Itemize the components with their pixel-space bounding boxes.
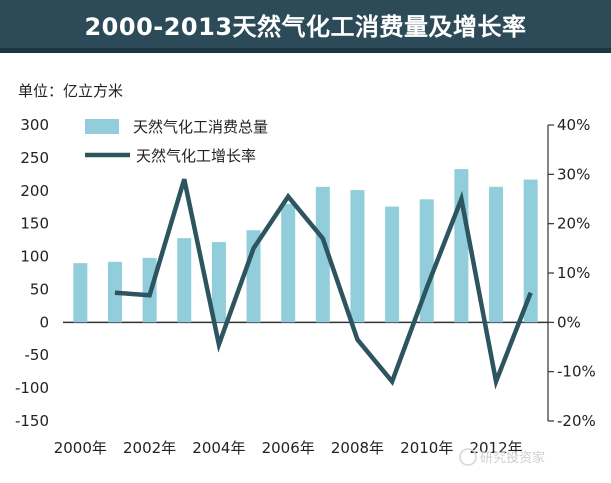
unit-label: 单位：亿立方米 [18, 82, 123, 100]
bar-2008年 [350, 190, 365, 323]
y-right-tick-label: 20% [557, 215, 590, 233]
legend-label-bar: 天然气化工消费总量 [133, 118, 268, 136]
y-right-tick-label: -20% [557, 412, 596, 430]
y-left-tick-label: 300 [20, 116, 49, 134]
x-tick-label: 2006年 [262, 439, 315, 457]
wechat-icon [459, 448, 477, 466]
watermark-text: 研究投资家 [480, 450, 545, 466]
legend-swatch-bar [85, 119, 119, 134]
y-left-tick-label: 100 [20, 248, 49, 266]
bar-2003年 [177, 238, 192, 323]
bar-2013年 [523, 179, 538, 323]
bar-2007年 [315, 186, 330, 323]
chart-title: 2000-2013天然气化工消费量及增长率 [84, 12, 527, 41]
x-tick-label: 2010年 [400, 439, 453, 457]
x-tick-label: 2008年 [331, 439, 384, 457]
legend-label-line: 天然气化工增长率 [136, 147, 256, 165]
bar-2012年 [489, 186, 504, 323]
watermark: 研究投资家 [459, 448, 545, 466]
y-right-tick-label: -10% [557, 363, 596, 381]
y-left-tick-label: 0 [39, 313, 49, 331]
y-left-tick-label: -100 [15, 379, 49, 397]
chart-title-bar: 2000-2013天然气化工消费量及增长率 [0, 0, 611, 53]
y-left-tick-label: 250 [20, 149, 49, 167]
x-tick-label: 2004年 [192, 439, 245, 457]
bar-2000年 [73, 263, 88, 323]
bar-2001年 [107, 261, 122, 323]
y-left-tick-label: 200 [20, 182, 49, 200]
y-right-tick-label: 10% [557, 264, 590, 282]
growth-rate-line [114, 178, 533, 390]
y-left-tick-label: 50 [30, 280, 49, 298]
bar-2006年 [281, 203, 296, 323]
y-right-tick-label: 0% [557, 313, 581, 331]
x-tick-label: 2000年 [54, 439, 107, 457]
x-tick-label: 2012年 [469, 439, 522, 457]
y-left-tick-label: -150 [15, 412, 49, 430]
y-left-tick-label: 150 [20, 215, 49, 233]
bar-2004年 [211, 242, 226, 323]
y-right-tick-label: 30% [557, 165, 590, 183]
x-tick-label: 2002年 [123, 439, 176, 457]
y-right-tick-label: 40% [557, 116, 590, 134]
bar-2009年 [385, 206, 400, 323]
bar-2011年 [454, 169, 469, 323]
y-left-tick-label: -50 [25, 346, 50, 364]
